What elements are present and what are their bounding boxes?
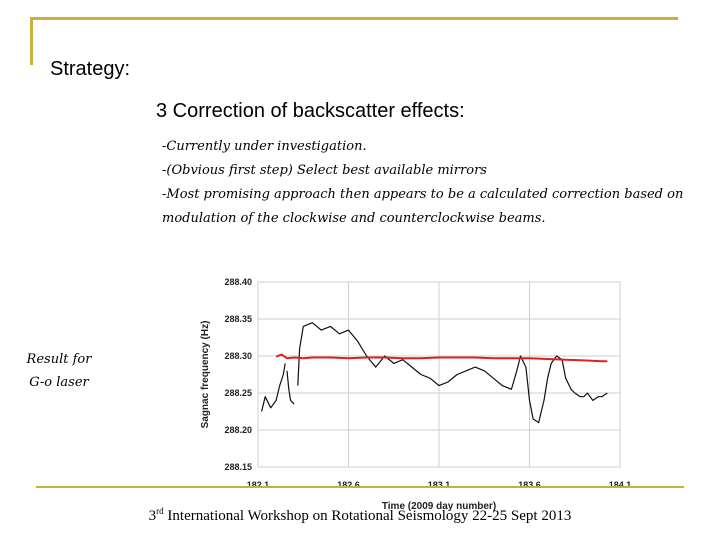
- result-label-line: Result for: [26, 352, 92, 367]
- y-tick-label: 288.25: [224, 388, 252, 398]
- y-tick-label: 288.40: [224, 277, 252, 287]
- y-tick-label: 288.30: [224, 351, 252, 361]
- y-tick-label: 288.15: [224, 462, 252, 472]
- sagnac-frequency-chart: 288.40 288.35 288.30 288.25 288.20 288.15 182.…: [200, 277, 632, 512]
- frame-left-rule: [30, 17, 33, 65]
- result-label: Result for G-o laser: [22, 348, 96, 394]
- result-label-line: G-o laser: [29, 375, 89, 390]
- raw-series-line: [286, 370, 295, 405]
- x-tick-label: 182.1: [247, 480, 270, 490]
- bullet-item: -(Obvious first step) Select best availa…: [162, 163, 487, 178]
- y-axis-label: Sagnac frequency (Hz): [200, 321, 211, 429]
- y-tick-label: 288.35: [224, 314, 252, 324]
- footer-text: International Workshop on Rotational Sei…: [163, 508, 572, 524]
- slide-heading: Strategy:: [50, 58, 131, 80]
- slide-subheading: 3 Correction of backscatter effects:: [156, 100, 465, 122]
- x-tick-label: 182.6: [337, 480, 360, 490]
- frame-top-rule: [30, 17, 678, 20]
- footer-ordinal: 3: [148, 508, 157, 524]
- x-axis-label: Time (2009 day number): [382, 501, 496, 512]
- x-tick-label: 183.1: [428, 480, 451, 490]
- bullet-list: -Currently under investigation. -(Obviou…: [162, 135, 684, 231]
- y-tick-label: 288.20: [224, 425, 252, 435]
- x-tick-label: 183.6: [518, 480, 541, 490]
- footer: 3rd International Workshop on Rotational…: [0, 506, 720, 525]
- bullet-item: -Most promising approach then appears to…: [162, 187, 684, 202]
- x-tick-label: 184.1: [609, 480, 632, 490]
- raw-series-line: [261, 363, 286, 412]
- raw-series-line: [297, 322, 608, 424]
- bottom-rule: [36, 486, 684, 488]
- bullet-item: modulation of the clockwise and counterc…: [162, 211, 546, 226]
- corrected-series-line: [275, 353, 608, 363]
- bullet-item: -Currently under investigation.: [162, 139, 367, 154]
- footer-ordinal-suffix: rd: [156, 506, 164, 516]
